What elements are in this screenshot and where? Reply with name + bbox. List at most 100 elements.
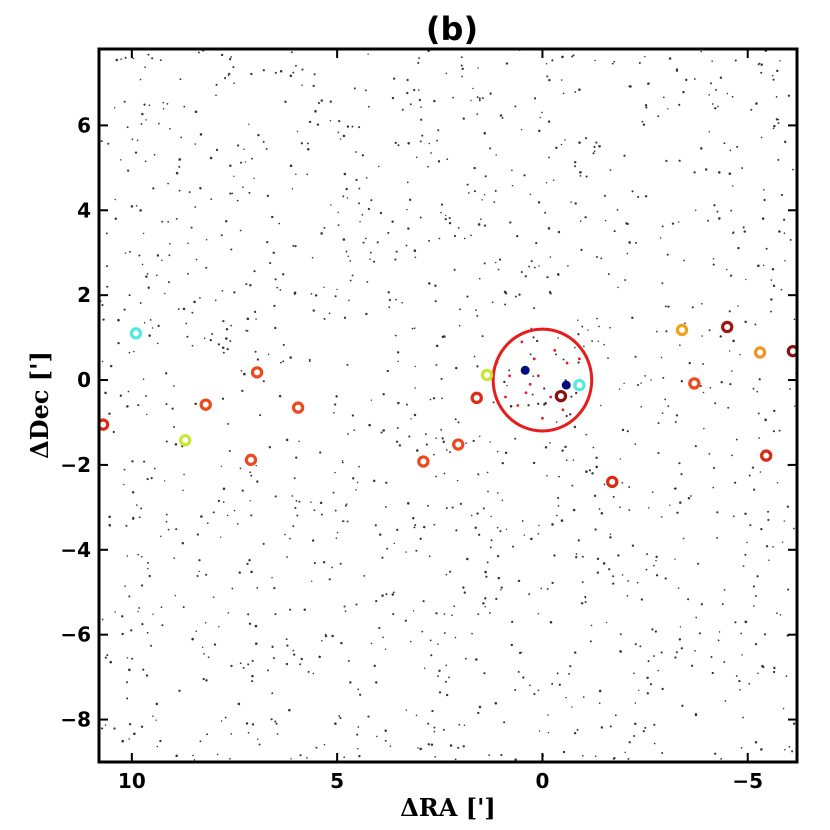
field-star — [328, 312, 331, 315]
field-star — [274, 71, 277, 74]
field-star — [528, 593, 531, 596]
field-star — [449, 570, 452, 573]
field-star — [578, 141, 581, 144]
field-star — [269, 262, 272, 265]
field-star — [128, 738, 130, 740]
field-star — [505, 528, 508, 531]
field-star — [445, 72, 448, 75]
field-star — [160, 535, 162, 538]
region-member-point — [528, 382, 532, 386]
field-star — [358, 755, 361, 758]
field-star — [246, 562, 249, 565]
field-star — [445, 573, 448, 576]
field-star — [446, 158, 449, 160]
field-star — [222, 501, 225, 503]
field-star — [415, 156, 418, 159]
field-star — [731, 95, 734, 98]
field-star — [596, 557, 600, 561]
field-star — [744, 320, 747, 324]
field-star — [192, 754, 194, 757]
field-star — [123, 100, 126, 103]
field-star — [259, 414, 262, 417]
field-star — [749, 524, 752, 527]
field-star — [151, 327, 154, 329]
field-star — [458, 723, 461, 726]
field-star — [648, 507, 650, 509]
field-star — [156, 342, 159, 345]
field-star — [274, 278, 277, 281]
field-star — [597, 340, 600, 343]
field-star — [547, 731, 550, 734]
field-star — [555, 146, 558, 150]
field-star — [467, 192, 470, 194]
field-star — [572, 459, 575, 461]
field-star — [609, 536, 612, 539]
field-star — [128, 294, 131, 297]
field-star — [609, 326, 611, 329]
field-star — [735, 438, 738, 441]
field-star — [546, 75, 549, 78]
field-star — [435, 437, 437, 439]
field-star — [729, 149, 732, 152]
field-star — [323, 286, 325, 289]
field-star — [456, 479, 459, 482]
field-star — [247, 731, 250, 734]
field-star — [603, 483, 606, 486]
field-star — [452, 96, 454, 99]
field-star — [442, 728, 445, 731]
field-star — [236, 144, 240, 147]
field-star — [445, 693, 449, 697]
field-star — [657, 422, 660, 425]
field-star — [396, 351, 400, 354]
field-star — [236, 199, 239, 202]
field-star — [128, 351, 131, 354]
field-star — [535, 241, 538, 245]
ring-marker — [470, 391, 483, 405]
field-star — [404, 619, 407, 622]
field-star — [393, 542, 396, 545]
field-star — [366, 280, 369, 283]
field-star — [477, 711, 480, 715]
field-star — [736, 145, 739, 148]
field-star — [270, 718, 273, 721]
ring-marker — [179, 434, 192, 447]
field-star — [246, 329, 249, 332]
field-star — [374, 524, 377, 527]
field-star — [574, 346, 576, 349]
field-star — [294, 245, 297, 248]
field-star — [703, 427, 705, 430]
field-star — [602, 562, 606, 565]
field-star — [471, 632, 473, 635]
field-star — [316, 123, 320, 126]
field-star — [148, 574, 151, 578]
field-star — [385, 593, 388, 596]
field-star — [752, 387, 755, 390]
field-star — [496, 492, 499, 494]
field-star — [617, 286, 619, 289]
field-star — [773, 666, 776, 670]
field-star — [167, 221, 170, 223]
field-star — [186, 335, 189, 338]
field-star — [435, 475, 438, 478]
field-star — [139, 302, 142, 304]
field-star — [126, 126, 129, 129]
field-star — [623, 154, 626, 157]
circle-region-group — [491, 327, 594, 433]
field-star — [101, 303, 104, 307]
field-star — [779, 614, 782, 616]
field-star — [188, 191, 191, 193]
field-star — [744, 512, 747, 516]
field-star — [367, 105, 370, 108]
field-star — [593, 494, 597, 498]
field-star — [514, 758, 517, 762]
field-star — [676, 511, 679, 514]
field-star — [228, 58, 232, 61]
field-star — [213, 643, 217, 646]
field-star — [718, 631, 721, 633]
field-star — [271, 576, 273, 579]
field-star — [243, 148, 245, 150]
y-tick-label: −8 — [60, 708, 91, 732]
field-star — [600, 726, 604, 729]
field-star — [710, 656, 713, 659]
field-star — [112, 430, 115, 434]
